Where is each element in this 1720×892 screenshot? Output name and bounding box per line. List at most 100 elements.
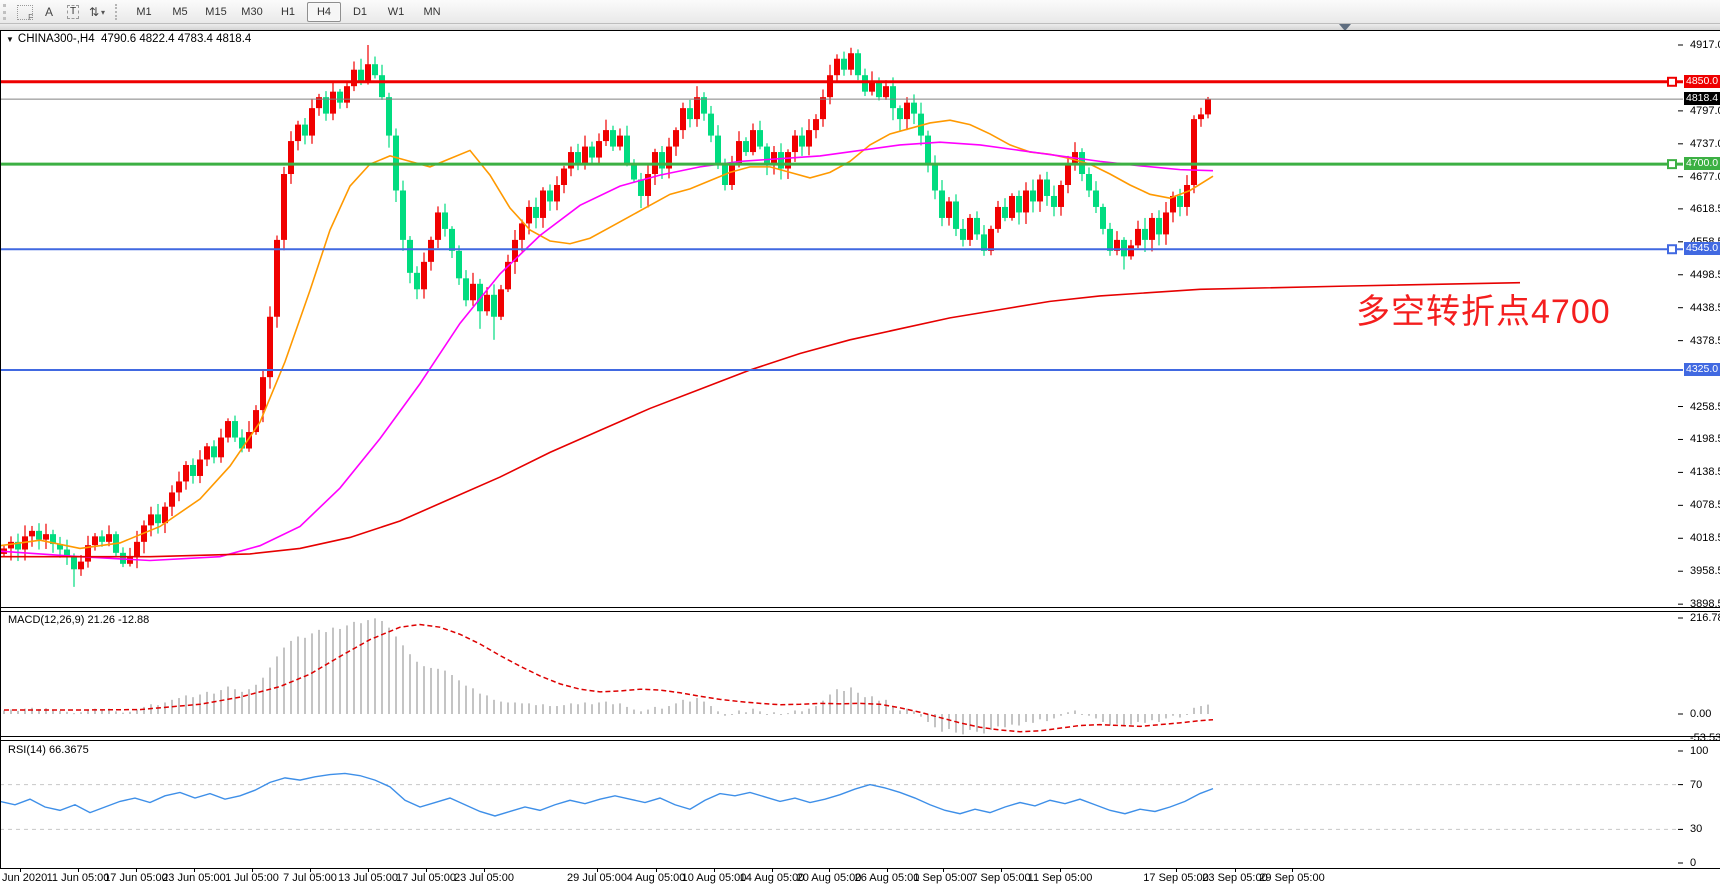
hline-handle[interactable] [1667, 76, 1677, 87]
price-tick-label: 4797.0 [1690, 104, 1720, 117]
chart-title: ▼ CHINA300-,H4 4790.6 4822.4 4783.4 4818.… [6, 33, 251, 45]
date-label: 14 Aug 05:00 [739, 872, 805, 884]
timeframe-button-m5[interactable]: M5 [172, 6, 188, 18]
price-axis-border [0, 30, 1, 868]
rsi-tick-label: 100 [1690, 745, 1709, 757]
price-badge-4325.0: 4325.0 [1684, 363, 1720, 376]
date-tick [1001, 868, 1002, 872]
text-tool-icon: T [66, 5, 80, 19]
hline-handle[interactable] [1667, 244, 1677, 255]
date-label: 1 Sep 05:00 [913, 872, 973, 884]
date-label: 23 Sep 05:00 [1202, 872, 1268, 884]
timeframe-button-w1[interactable]: W1 [387, 6, 405, 18]
date-tick [136, 868, 137, 872]
rsi-label: RSI(14) 66.3675 [8, 744, 89, 756]
date-label: 1 Jul 05:00 [225, 872, 279, 884]
timeframe-button-m1[interactable]: M1 [136, 6, 152, 18]
date-label: 23 Jun 05:00 [162, 872, 226, 884]
date-label: 13 Jul 05:00 [338, 872, 398, 884]
date-tick [194, 868, 195, 872]
price-tick-label: 4018.5 [1690, 532, 1720, 545]
date-tick [1060, 868, 1061, 872]
scroll-position-marker[interactable] [1339, 24, 1351, 31]
rsi-tick-label: 30 [1690, 823, 1703, 836]
dropdown-caret-icon[interactable]: ▾ [101, 7, 106, 17]
timeframe-button-d1[interactable]: D1 [352, 6, 368, 18]
horizontal-level-lines[interactable] [0, 76, 1683, 372]
arrows-tool-button[interactable]: ⇅ ▾ [86, 2, 108, 22]
price-tick-label: 4198.5 [1690, 433, 1720, 446]
chart-text-annotation[interactable]: 多空转折点4700 [1356, 293, 1611, 331]
panel-separator[interactable] [0, 736, 1720, 741]
date-tick [252, 868, 253, 872]
toolbar-separator [115, 4, 122, 20]
price-tick-label: 4677.0 [1690, 170, 1720, 183]
price-badge-4700.0: 4700.0 [1684, 157, 1720, 171]
macd-label: MACD(12,26,9) 21.26 -12.88 [8, 614, 150, 626]
timeframe-button-h4[interactable]: H4 [307, 2, 341, 22]
date-tick [368, 868, 369, 872]
date-label: 29 Sep 05:00 [1259, 872, 1325, 884]
date-tick [887, 868, 888, 872]
date-tick [426, 868, 427, 872]
price-tick-label: 3898.5 [1690, 598, 1720, 611]
date-tick [20, 868, 21, 872]
panel-separator[interactable] [0, 607, 1720, 612]
price-tick-label: 4138.5 [1690, 466, 1720, 479]
text-label-button[interactable]: A [38, 2, 60, 22]
drawing-tools-group: F A T ⇅ ▾ [13, 2, 109, 22]
symbol-period-label: CHINA300-,H4 [17, 33, 95, 45]
rsi-indicator-panel[interactable] [0, 741, 1683, 868]
date-label: 26 Aug 05:00 [854, 872, 920, 884]
price-tick-label: 4258.5 [1690, 400, 1720, 413]
timeframe-group: M1 M5 M15 M30 H1 H4 D1 W1 MN [126, 2, 450, 22]
chart-frame-top [0, 30, 1720, 31]
macd-tick-label: -53.53 [1690, 731, 1720, 744]
rsi-tick-label: 0 [1690, 857, 1697, 869]
macd-indicator-panel[interactable] [0, 612, 1683, 736]
price-tick-label: 4917.0 [1690, 39, 1720, 51]
timeframe-button-m15[interactable]: M15 [205, 6, 227, 18]
date-label: 7 Sep 05:00 [971, 872, 1031, 884]
date-label: 17 Jun 05:00 [104, 872, 168, 884]
date-tick [656, 868, 657, 872]
date-label: 4 Aug 05:00 [626, 872, 686, 884]
indicator-window-button[interactable]: F [14, 2, 36, 22]
macd-tick-label: 216.78 [1690, 611, 1720, 624]
price-badge-4545.0: 4545.0 [1684, 242, 1720, 256]
rsi-line [0, 772, 1214, 817]
candlestick-series [1, 45, 1211, 587]
timeframe-button-m30[interactable]: M30 [241, 6, 263, 18]
timeframe-button-h1[interactable]: H1 [280, 6, 296, 18]
ma-mid-line [0, 141, 1214, 562]
date-label: 20 Aug 05:00 [796, 872, 862, 884]
horizontal-scrollbar[interactable] [0, 23, 1720, 31]
date-tick [1176, 868, 1177, 872]
timeframe-button-mn[interactable]: MN [423, 6, 441, 18]
date-tick [597, 868, 598, 872]
hline-handle[interactable] [1667, 159, 1677, 170]
date-label: 10 Aug 05:00 [681, 872, 747, 884]
date-tick [829, 868, 830, 872]
date-label: 11 Sep 05:00 [1027, 872, 1093, 884]
date-tick [1235, 868, 1236, 872]
macd-tick-label: 0.00 [1690, 708, 1712, 720]
date-tick [78, 868, 79, 872]
price-tick-label: 4737.0 [1690, 137, 1720, 150]
macd-histogram [3, 618, 1209, 735]
date-tick [772, 868, 773, 872]
symbol-dropdown-icon[interactable]: ▼ [6, 35, 14, 44]
date-tick [943, 868, 944, 872]
toolbar-grip[interactable] [3, 4, 10, 20]
date-tick [1292, 868, 1293, 872]
date-label: 17 Jul 05:00 [396, 872, 456, 884]
text-tool-button[interactable]: T [62, 2, 84, 22]
main-price-chart[interactable] [0, 30, 1683, 608]
ohlc-values: 4790.6 4822.4 4783.4 4818.4 [101, 33, 252, 45]
ma-slow-line [0, 281, 1521, 558]
date-label: 29 Jul 05:00 [567, 872, 627, 884]
price-badge-4850.0: 4850.0 [1684, 74, 1720, 88]
price-tick-label: 4078.5 [1690, 499, 1720, 512]
chart-frame-bottom [0, 868, 1720, 869]
